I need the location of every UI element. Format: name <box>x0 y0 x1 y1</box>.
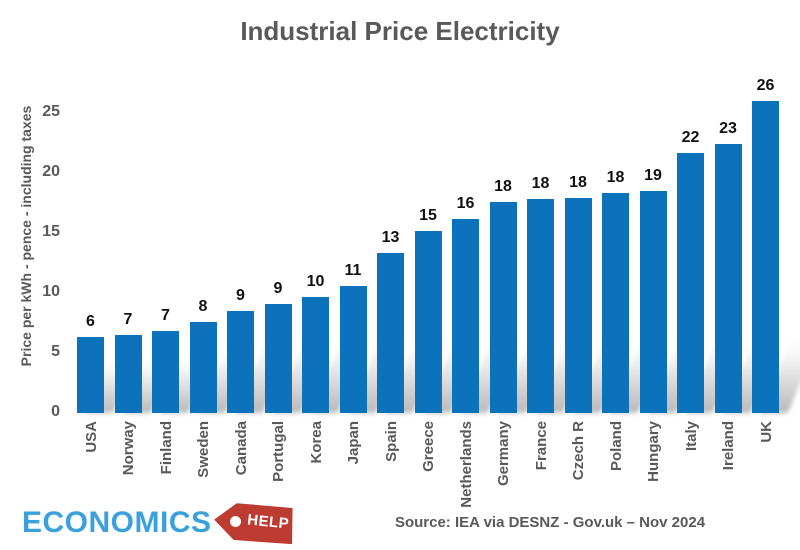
x-tick-label: Japan <box>345 421 362 465</box>
bar-value-label: 8 <box>198 297 208 315</box>
tag-hole-icon <box>229 516 241 528</box>
bar <box>227 311 254 413</box>
bar <box>152 331 179 413</box>
bar-value-label: 7 <box>161 307 170 325</box>
bar-value-label: 22 <box>681 128 700 146</box>
bar-value-label: 11 <box>344 261 362 279</box>
x-tick-label: Germany <box>495 421 512 487</box>
bar <box>714 144 742 413</box>
bar-value-label: 7 <box>123 311 133 328</box>
x-tick-label: Ireland <box>720 421 737 471</box>
x-tick-label: Korea <box>307 421 325 464</box>
bar <box>114 335 142 413</box>
bar-value-label: 18 <box>569 174 587 192</box>
y-tick-label: 15 <box>42 223 60 240</box>
bar <box>339 285 367 413</box>
x-tick-label: France <box>532 421 550 471</box>
bar-value-label: 18 <box>606 169 625 187</box>
bar <box>527 199 554 413</box>
logo-price-tag-icon: HELP <box>212 500 296 546</box>
bar <box>639 191 667 413</box>
bar-value-label: 18 <box>494 177 512 195</box>
x-tick-label: Spain <box>382 421 400 462</box>
economicshelp-logo: ECONOMICS HELP <box>22 504 294 542</box>
bar <box>77 337 104 413</box>
x-tick-label: Portugal <box>270 421 287 482</box>
y-tick-label: 5 <box>51 343 60 360</box>
bar-value-label: 26 <box>756 77 775 94</box>
bar-value-label: 16 <box>456 194 475 212</box>
bar-value-label: 10 <box>306 272 325 290</box>
y-tick-label: 10 <box>42 283 60 300</box>
y-tick-label: 20 <box>42 163 60 180</box>
bar-value-label: 9 <box>273 279 283 297</box>
x-tick-label: Netherlands <box>457 421 475 508</box>
bar <box>377 253 404 413</box>
bar-value-label: 23 <box>719 120 737 138</box>
logo-wordmark: ECONOMICS <box>22 506 212 539</box>
bar-value-label: 9 <box>236 287 245 304</box>
bar-value-label: 15 <box>419 206 437 224</box>
bar <box>302 296 329 413</box>
bar <box>414 230 442 413</box>
bar <box>189 321 217 413</box>
x-tick-label: Hungary <box>645 421 662 482</box>
bar <box>752 101 779 413</box>
x-tick-label: Greece <box>420 421 437 472</box>
x-tick-label: Sweden <box>195 421 212 478</box>
x-tick-label: Poland <box>607 421 625 472</box>
bar-value-label: 18 <box>531 175 550 193</box>
bar-value-label: 6 <box>86 313 95 331</box>
y-tick-label: 0 <box>51 403 60 420</box>
source-note: Source: IEA via DESNZ - Gov.uk – Nov 202… <box>394 514 706 531</box>
bar-value-label: 13 <box>381 229 400 247</box>
y-tick-label: 25 <box>42 103 60 120</box>
x-tick-label: Canada <box>232 421 250 476</box>
x-tick-label: Norway <box>120 421 137 476</box>
bar <box>564 198 592 413</box>
bar <box>489 201 517 413</box>
x-tick-label: Finland <box>157 421 175 475</box>
bar <box>602 193 629 413</box>
bar <box>452 218 479 413</box>
x-tick-label: Italy <box>682 421 700 452</box>
logo-tag-label: HELP <box>245 511 290 533</box>
bar <box>264 303 292 413</box>
bar-value-label: 19 <box>644 167 662 184</box>
x-tick-label: UK <box>757 421 775 443</box>
chart-title: Industrial Price Electricity <box>240 16 560 46</box>
x-tick-label: USA <box>82 421 100 453</box>
x-tick-label: Czech R <box>570 421 587 481</box>
bar <box>677 152 704 413</box>
